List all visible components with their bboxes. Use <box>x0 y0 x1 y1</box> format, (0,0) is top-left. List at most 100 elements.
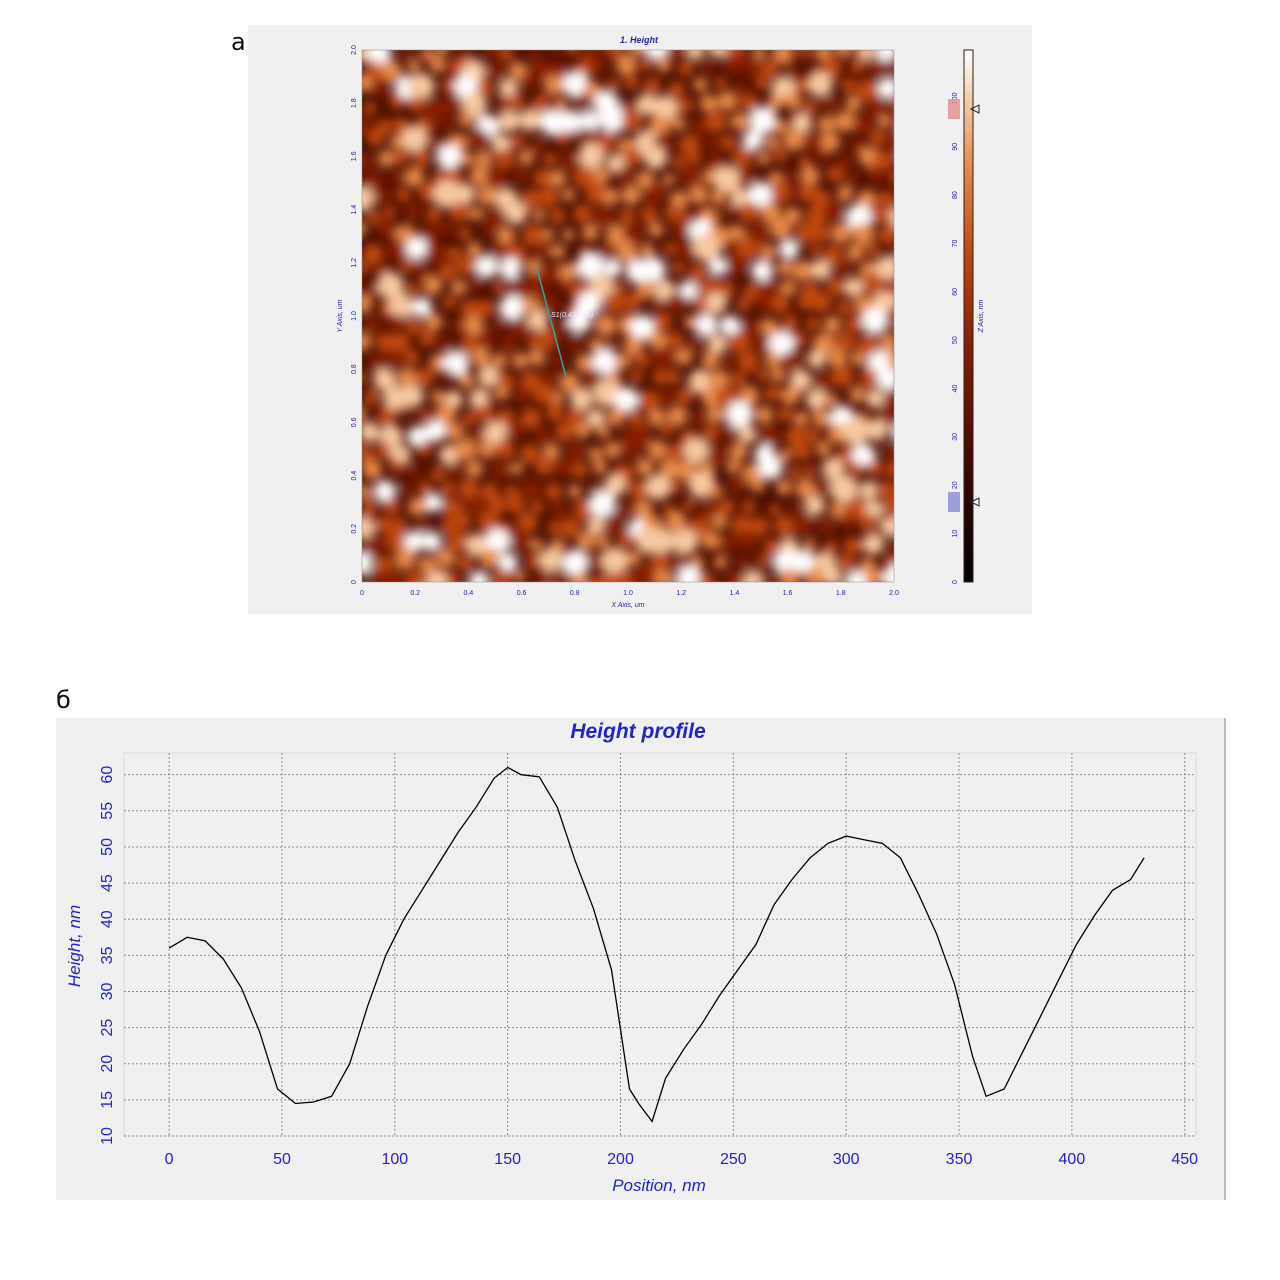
afm-grain <box>388 293 415 320</box>
afm-grain <box>368 355 385 372</box>
afm-grain <box>820 593 835 608</box>
y-axis-label: Height, nm <box>65 905 84 987</box>
afm-grain <box>623 147 643 167</box>
afm-grain <box>844 277 864 298</box>
afm-grain <box>511 134 526 149</box>
afm-grain <box>386 239 407 261</box>
afm-grain <box>521 224 544 247</box>
afm-grain <box>793 331 808 347</box>
afm-grain <box>458 373 475 389</box>
afm-grain <box>434 403 456 425</box>
afm-grain <box>751 260 774 282</box>
afm-grain <box>764 352 781 369</box>
z-max-marker[interactable] <box>948 99 960 119</box>
afm-grain <box>670 219 690 240</box>
z-max-arrow-icon[interactable] <box>969 104 980 114</box>
afm-grain <box>521 479 542 500</box>
afm-grain <box>683 437 710 464</box>
afm-grain <box>804 495 825 516</box>
afm-grain <box>520 407 542 429</box>
afm-grain <box>480 482 499 501</box>
afm-grain <box>549 61 569 80</box>
afm-grain <box>407 425 429 448</box>
afm-grain <box>707 405 725 424</box>
afm-grain <box>825 393 838 407</box>
afm-grain <box>862 532 885 555</box>
afm-grain <box>498 587 514 603</box>
afm-grain <box>857 334 878 355</box>
afm-grain <box>890 425 894 440</box>
afm-grain <box>375 333 395 353</box>
y-tick-label: 15 <box>99 1091 116 1109</box>
afm-grain <box>739 93 758 112</box>
afm-grain <box>624 75 639 90</box>
z-min-marker[interactable] <box>948 492 960 512</box>
afm-grain <box>438 262 457 281</box>
afm-grain <box>512 167 529 184</box>
afm-grain <box>726 459 741 474</box>
afm-grain <box>662 173 675 186</box>
afm-grain <box>803 99 818 114</box>
afm-grain <box>722 355 736 369</box>
afm-grain <box>698 572 716 582</box>
afm-grain <box>624 441 642 459</box>
afm-grain <box>399 258 414 273</box>
afm-grain <box>593 207 615 228</box>
afm-grain <box>462 92 488 118</box>
afm-grain <box>663 206 678 221</box>
afm-grain <box>362 406 367 421</box>
afm-grain <box>538 187 559 208</box>
afm-grain <box>815 441 831 457</box>
y-tick-label: 10 <box>99 1127 116 1145</box>
afm-grain <box>362 332 372 352</box>
afm-grain <box>581 50 602 60</box>
afm-grain <box>439 444 460 465</box>
afm-grain <box>834 50 853 58</box>
x-tick-label: 450 <box>1171 1151 1198 1168</box>
afm-grain <box>392 517 408 534</box>
afm-grain <box>363 389 380 406</box>
afm-grain <box>446 246 462 262</box>
afm-grain <box>622 222 643 243</box>
z-min-arrow-icon[interactable] <box>969 497 980 507</box>
afm-grain <box>898 45 910 57</box>
afm-grain <box>404 571 425 582</box>
afm-grain <box>544 263 565 284</box>
z-tick-label: 30 <box>952 433 959 441</box>
afm-grain <box>890 317 894 331</box>
afm-grain <box>654 569 674 582</box>
afm-grain <box>841 78 857 94</box>
afm-grain <box>367 129 385 147</box>
afm-grain <box>897 145 919 167</box>
afm-grain <box>613 387 639 413</box>
afm-grain <box>533 168 552 188</box>
afm-grain <box>364 281 380 298</box>
afm-grain <box>419 330 436 347</box>
afm-grain <box>779 448 793 462</box>
afm-grain <box>567 484 582 498</box>
afm-grain <box>817 115 836 133</box>
afm-grain <box>803 539 816 552</box>
afm-grain <box>866 389 886 409</box>
afm-grain <box>692 296 710 314</box>
afm-grain <box>455 513 472 530</box>
afm-grain <box>401 384 424 408</box>
afm-grain <box>683 315 697 329</box>
afm-x-tick-label: 1.4 <box>730 590 740 597</box>
afm-grain <box>809 244 822 257</box>
afm-grain <box>676 387 694 405</box>
afm-grain <box>714 76 727 90</box>
afm-grain <box>701 531 721 550</box>
afm-grain <box>834 332 855 353</box>
z-tick-label: 80 <box>952 191 959 199</box>
afm-grain <box>432 180 461 208</box>
afm-grain <box>476 587 497 608</box>
afm-grain <box>882 564 894 582</box>
afm-grain <box>795 478 816 499</box>
afm-grain <box>758 455 783 480</box>
afm-grain <box>837 185 854 202</box>
afm-x-tick-label: 0.8 <box>570 590 580 597</box>
afm-grain <box>767 94 784 111</box>
z-colorbar-ticks: 0 10 20 30 40 50 60 70 80 90 100 <box>952 92 959 584</box>
afm-grain <box>533 382 556 405</box>
